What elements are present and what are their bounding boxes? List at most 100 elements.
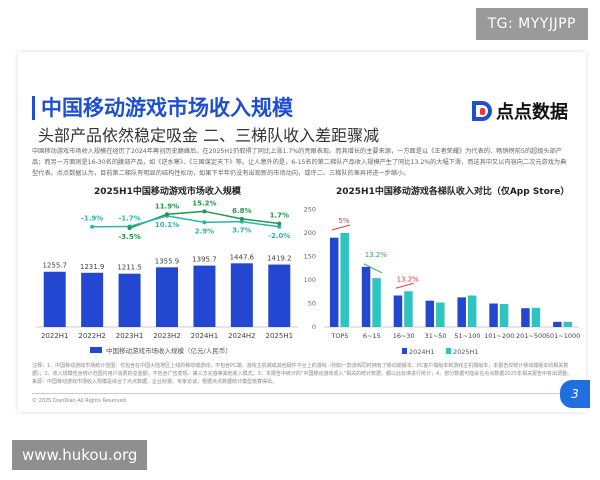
body-text: 中国移动游戏市场收入规模在经历了2024年再创历史巅峰后，在2025H1仍取得了… [32,148,567,177]
annotation-arrow [331,224,351,231]
bar-label: 1355.9 [155,257,180,265]
bar [372,278,381,327]
line-point [165,212,169,217]
annotation-arrow [395,282,414,289]
page-subtitle: 头部产品依然稳定吸金 二、三梯队收入差距骤减 [38,126,380,145]
bar-label: 1447.6 [230,253,255,261]
bar [531,307,541,327]
tg-label: TG: MYYJJPP [475,8,588,40]
bar-label: 1255.7 [42,262,66,270]
line-point [202,209,207,214]
bar [467,295,477,327]
x-tick-label: 2024H2 [228,332,256,340]
x-tick-label: 201~500 [516,332,546,340]
chart1: 1255.7 2022H1 1231.9 2022H2 1211.5 2023H1 1355… [36,199,298,355]
annotation-arrow [363,263,383,274]
line-label: -2.0% [268,232,290,240]
annotation: 5% [338,217,349,225]
copyright: © 2025 DianDian All Rights Reserved. [32,398,128,404]
legend-label: 2025H1 [453,348,479,356]
line-point [202,220,207,225]
line-label: 2.9% [195,227,214,235]
x-tick-label: 31~50 [425,332,447,340]
line-label: 1.7% [270,211,289,219]
x-tick-label: 2024H1 [191,332,219,340]
x-tick-label: 2023H1 [116,332,144,340]
bar [361,266,371,327]
bar [329,237,339,327]
line-point [127,226,132,231]
legend-label: 2024H1 [409,348,435,356]
bar [499,303,509,327]
line-label: 6.8% [232,207,251,215]
x-tick-label: 2022H1 [41,332,69,340]
chart2: 0 50 100 150 200 250 TOP5 6~15 16~30 31~50 51~100 1… [304,206,581,357]
line-label: 10.1% [155,221,179,229]
bar-label: 1231.9 [80,263,105,271]
line-point [277,224,282,229]
x-tick-label: 51~100 [454,332,480,340]
bar [156,267,178,327]
line-label: -3.5% [118,233,140,241]
x-tick-label: 501~1000 [546,332,580,340]
x-tick-label: TOP5 [330,332,348,340]
annotation: 13.2% [397,275,420,283]
bar-label: 1211.5 [117,264,142,272]
legend-swatch [402,348,407,354]
divider [32,393,572,394]
bar-label: 1395.7 [192,256,217,264]
bar [393,295,403,327]
bar [230,263,253,327]
line-label: 3.7% [232,227,251,235]
x-tick-label: 2022H2 [78,332,106,340]
chart2-title: 2025H1中国移动游戏各梯队收入对比（仅App Store） [336,187,570,197]
annotation: 13.2% [365,251,388,259]
bar [436,302,445,327]
chart1-title: 2025H1中国移动游戏市场收入规模 [94,187,241,197]
line-point [239,216,244,221]
bar [457,297,466,327]
y-tick-label: 100 [304,276,316,284]
bar [489,303,498,327]
line-point [90,224,95,229]
logo-icon [472,101,492,121]
y-tick-label: 150 [304,253,316,261]
y-tick-label: 0 [312,323,316,331]
line-point [277,221,282,226]
x-tick-label: 2023H2 [153,332,181,340]
bar [340,233,349,327]
site-label: www.hukou.org [12,440,148,470]
x-tick-label: 16~30 [393,332,415,340]
legend-label: 中国移动游戏市场收入规模（亿元/人民币） [106,346,232,355]
bar-label: 1419.2 [267,255,292,263]
bar [404,291,413,327]
bar [521,308,530,327]
page-number: 3 [560,380,590,408]
bar [193,265,216,327]
bar [268,264,291,327]
y-tick-label: 200 [304,229,316,237]
notes-text: 注释：1、中国移动游戏市场统计范围：仅包含在中国大陆地区上线的移动端游戏，不包含… [32,363,572,377]
x-tick-label: 101~200 [484,332,514,340]
bar [81,272,104,327]
notes: 注释：1、中国移动游戏市场统计范围：仅包含在中国大陆地区上线的移动端游戏，不包含… [32,362,572,386]
growth-line [92,215,280,228]
y-tick-label: 250 [304,206,316,214]
bar [563,321,573,327]
page-title: 中国移动游戏市场收入规模 [32,96,293,120]
bar [43,271,66,327]
logo-text: 点点数据 [496,102,568,123]
slide: 中国移动游戏市场收入规模 头部产品依然稳定吸金 二、三梯队收入差距骤减 点点数据… [18,52,590,412]
legend-swatch [90,347,102,353]
line-label: 11.9% [155,202,179,210]
logo: 点点数据 [472,98,568,124]
legend-swatch [446,348,451,354]
line-point [239,219,244,224]
line-label: -1.7% [118,215,140,223]
bar [425,300,435,327]
bar [118,273,141,327]
x-tick-label: 6~15 [363,332,381,340]
line-label: 15.2% [192,199,216,207]
line-label: -1.9% [81,215,103,223]
source-text: 来源：中国移动游戏市场收入规模是综合了点点数据、企业财报、专家访谈，根据点点数据… [32,379,278,385]
